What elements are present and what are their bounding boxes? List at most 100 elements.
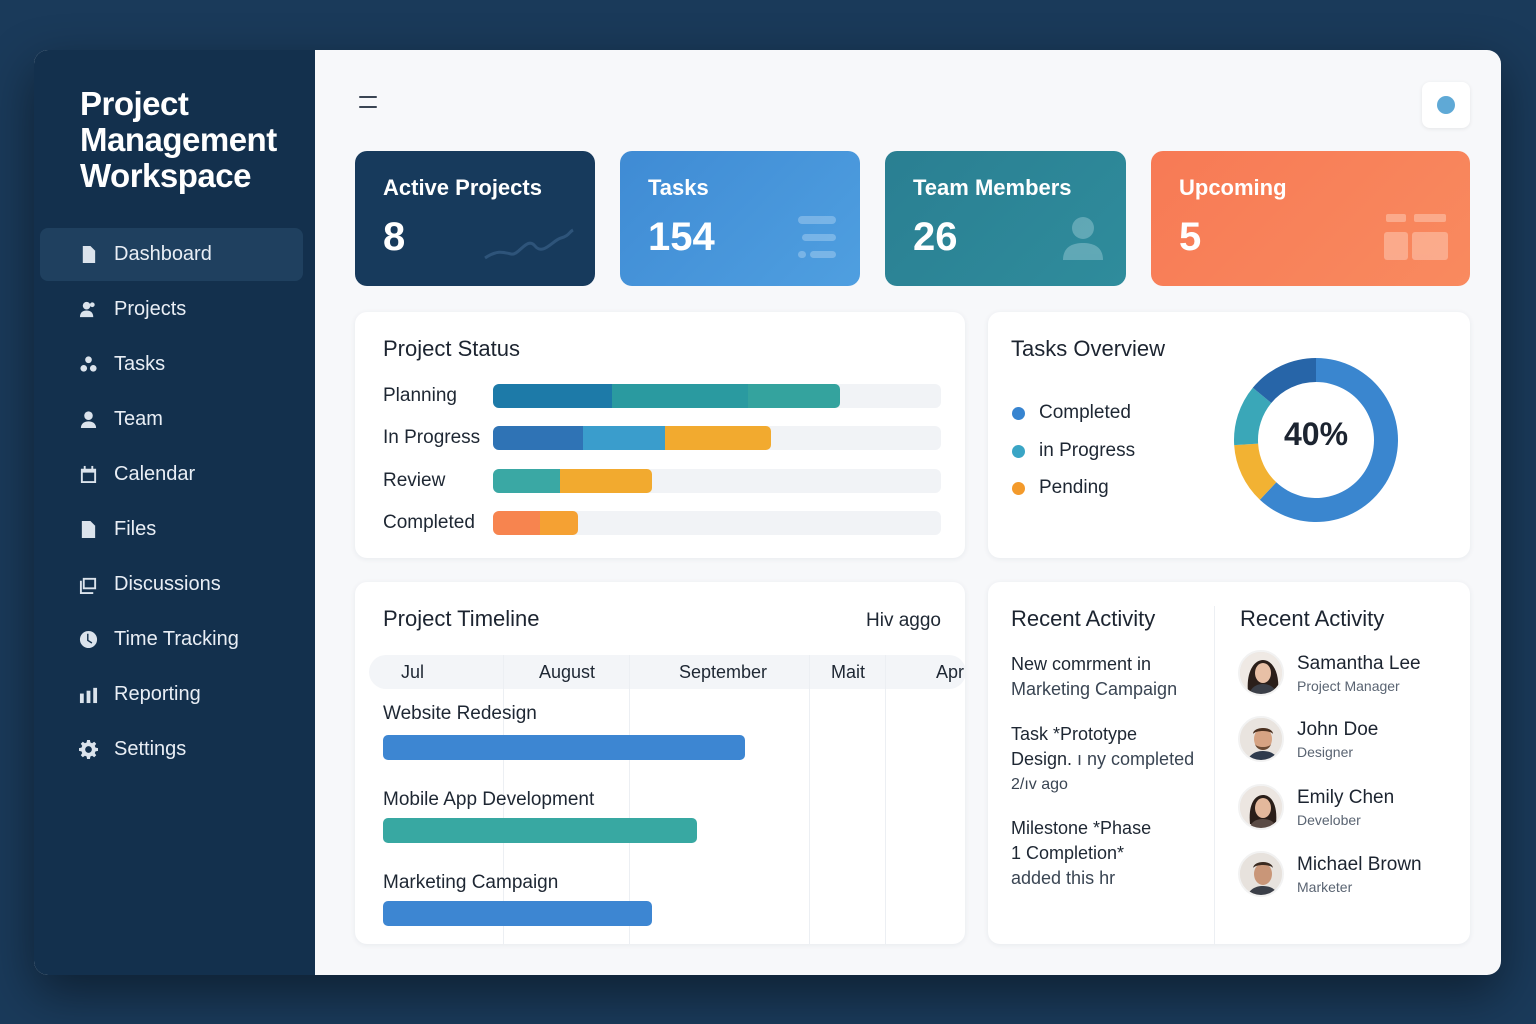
activity-item[interactable]: New comrment in Marketing Campaign <box>1011 652 1211 702</box>
clock-icon <box>78 630 98 650</box>
donut-slice <box>1234 443 1277 500</box>
status-bar <box>493 384 941 408</box>
timeline-range-label[interactable]: Hiv aggo <box>866 610 941 631</box>
activity-item[interactable]: Milestone *Phase 1 Completion* added thi… <box>1011 816 1211 891</box>
sidebar-item-label: Reporting <box>114 683 201 705</box>
sidebar-item-label: Files <box>114 518 157 540</box>
sidebar-item-label: Tasks <box>114 353 166 375</box>
person-role: Designer <box>1297 743 1354 760</box>
sidebar-item-tasks[interactable]: Tasks <box>40 338 303 391</box>
timeline-bar-website-redesign[interactable] <box>383 735 745 760</box>
sidebar-item-reporting[interactable]: Reporting <box>40 668 303 721</box>
status-bar-segment <box>560 469 653 493</box>
donut-slice <box>1234 387 1272 446</box>
timeline-bar-mobile-app[interactable] <box>383 818 697 843</box>
person-role: Project Manager <box>1297 677 1400 694</box>
timeline-month: September <box>679 662 768 682</box>
legend-item-pending: Pending <box>1012 477 1109 499</box>
menu-icon[interactable] <box>359 96 377 110</box>
sidebar-item-label: Time Tracking <box>114 628 239 650</box>
avatar <box>1238 851 1284 897</box>
calendar-icon <box>1384 214 1448 260</box>
timeline-gridline <box>809 655 810 944</box>
calendar-icon <box>78 465 98 485</box>
status-bar-segment <box>493 426 583 450</box>
status-label: Completed <box>383 512 475 533</box>
person-item[interactable]: John Doe Designer <box>1238 716 1378 762</box>
activity-line: Design. <box>1011 749 1073 769</box>
user-group-icon <box>78 300 98 320</box>
legend-label: Completed <box>1039 402 1131 423</box>
status-bar-segment <box>611 384 749 408</box>
activity-line: Milestone *Phase <box>1011 818 1152 838</box>
sidebar-item-files[interactable]: Files <box>40 503 303 556</box>
status-bar <box>493 511 941 535</box>
timeline-task-label: Marketing Campaign <box>383 872 559 893</box>
sidebar-item-discussions[interactable]: Discussions <box>40 558 303 611</box>
discussion-icon <box>78 575 98 595</box>
person-item[interactable]: Samantha Lee Project Manager <box>1238 650 1421 696</box>
panel-title: Project Status <box>383 336 520 361</box>
trend-line-icon <box>484 228 574 260</box>
timeline-bar-marketing-campaign[interactable] <box>383 901 652 926</box>
sidebar-item-dashboard[interactable]: Dashboard <box>40 228 303 281</box>
user-icon <box>78 410 98 430</box>
sidebar-item-label: Projects <box>114 298 187 320</box>
sidebar-item-projects[interactable]: Projects <box>40 283 303 336</box>
stat-card-upcoming[interactable]: Upcoming 5 <box>1151 151 1470 286</box>
person-role: Marketer <box>1297 878 1353 895</box>
person-item[interactable]: Michael Brown Marketer <box>1238 851 1422 897</box>
activity-item[interactable]: Task *Prototype Design. ı ny completed 2… <box>1011 722 1211 797</box>
panel-title: Recent Activity <box>1011 606 1156 631</box>
sidebar-item-team[interactable]: Team <box>40 393 303 446</box>
sidebar-item-settings[interactable]: Settings <box>40 723 303 776</box>
app-title: Project Management Workspace <box>80 85 277 194</box>
donut-slice <box>1259 358 1398 522</box>
main-content: Active Projects 8 Tasks 154 Team Members… <box>315 50 1501 975</box>
status-bar-segment <box>582 426 666 450</box>
stat-card-tasks[interactable]: Tasks 154 <box>620 151 860 286</box>
sidebar-item-time-tracking[interactable]: Time Tracking <box>40 613 303 666</box>
tasks-icon <box>78 355 98 375</box>
project-timeline-panel: Project Timeline Hiv aggo Jul August Sep… <box>355 582 965 944</box>
legend-dot <box>1012 444 1025 458</box>
tasks-overview-panel: Tasks Overview Completed in Progress Pen… <box>988 312 1470 558</box>
person-item[interactable]: Emily Chen Develober <box>1238 784 1394 830</box>
sidebar-item-label: Calendar <box>114 463 196 485</box>
recent-activity-panel: Recent Activity Recent Activity New comr… <box>988 582 1470 944</box>
timeline-gridline <box>885 655 886 944</box>
legend-label: Pending <box>1039 477 1109 498</box>
sidebar-item-label: Dashboard <box>114 243 212 265</box>
user-icon <box>1063 217 1103 260</box>
status-row-in-progress[interactable]: In Progress <box>383 426 941 450</box>
profile-button[interactable] <box>1422 82 1470 128</box>
list-icon <box>798 216 836 258</box>
legend-dot <box>1012 406 1025 420</box>
status-row-review[interactable]: Review <box>383 469 941 493</box>
timeline-month: Jul <box>401 662 425 682</box>
stat-card-active-projects[interactable]: Active Projects 8 <box>355 151 595 286</box>
stat-title: Tasks <box>648 175 709 200</box>
activity-time: added this hr <box>1011 868 1116 888</box>
stat-card-team-members[interactable]: Team Members 26 <box>885 151 1126 286</box>
status-bar-segment <box>493 384 612 408</box>
stat-value: 8 <box>383 215 406 259</box>
timeline-task-label: Mobile App Development <box>383 789 595 810</box>
timeline-task-label: Website Redesign <box>383 703 537 724</box>
activity-divider <box>1214 606 1215 944</box>
donut-center-label: 40% <box>1283 416 1349 452</box>
avatar <box>1238 784 1284 830</box>
sidebar-item-label: Settings <box>114 738 187 760</box>
sidebar: Project Management Workspace Dashboard P… <box>34 50 315 975</box>
activity-line: New comrment in <box>1011 654 1152 674</box>
legend-dot <box>1012 481 1025 495</box>
person-name: John Doe <box>1297 718 1379 740</box>
status-row-completed[interactable]: Completed <box>383 511 941 535</box>
sidebar-item-calendar[interactable]: Calendar <box>40 448 303 501</box>
tasks-donut-chart <box>1234 358 1398 522</box>
stat-value: 26 <box>913 215 958 259</box>
status-bar-segment <box>493 469 561 493</box>
file-icon <box>78 520 98 540</box>
status-row-planning[interactable]: Planning <box>383 384 941 408</box>
gear-icon <box>78 740 98 760</box>
